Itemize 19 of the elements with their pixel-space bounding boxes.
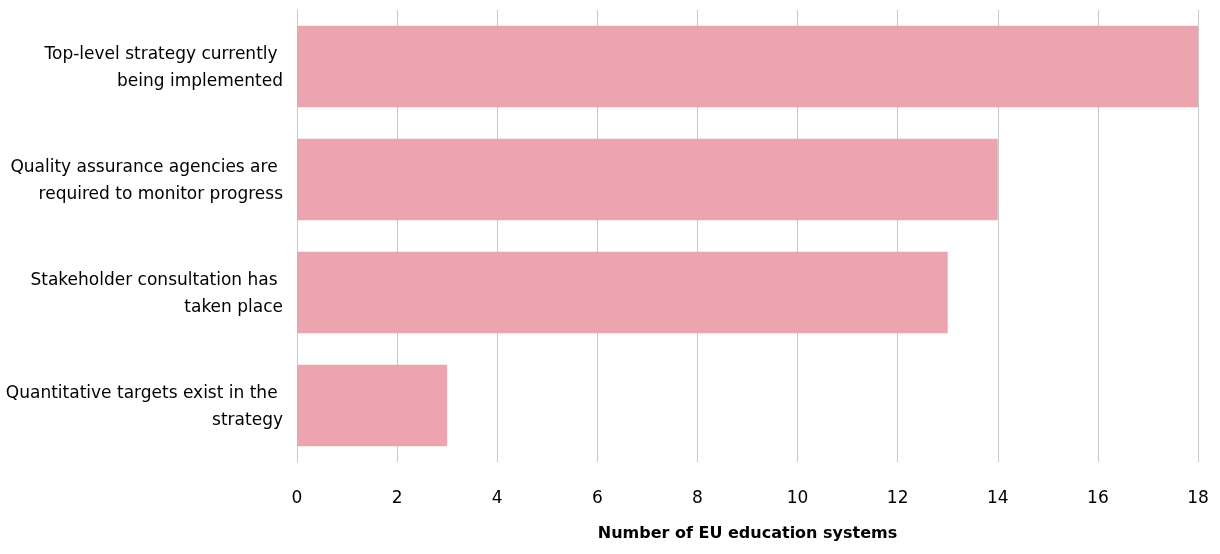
bar	[297, 364, 448, 447]
x-tick-label: 2	[391, 486, 403, 507]
x-tick-label: 6	[591, 486, 603, 507]
x-tick-label: 10	[786, 486, 809, 507]
y-tick-label: Quantitative targets exist in the strategy	[5, 382, 283, 429]
x-tick-label: 18	[1187, 486, 1209, 507]
x-tick-label: 12	[886, 486, 909, 507]
x-tick-label: 0	[291, 486, 303, 507]
y-tick-label: Stakeholder consultation has taken place	[30, 269, 283, 316]
bar	[297, 25, 1198, 108]
x-axis-title: Number of EU education systems	[597, 522, 898, 542]
bar	[297, 138, 998, 221]
x-tick-label: 4	[491, 486, 503, 507]
y-tick-label: Quality assurance agencies are required to monitor progress	[10, 156, 284, 203]
x-tick-label: 8	[692, 486, 703, 507]
y-tick-label: Top-level strategy currently being implemented	[43, 43, 283, 90]
x-tick-label: 16	[1087, 486, 1109, 507]
x-tick-label: 14	[986, 486, 1009, 507]
bar	[297, 251, 948, 334]
